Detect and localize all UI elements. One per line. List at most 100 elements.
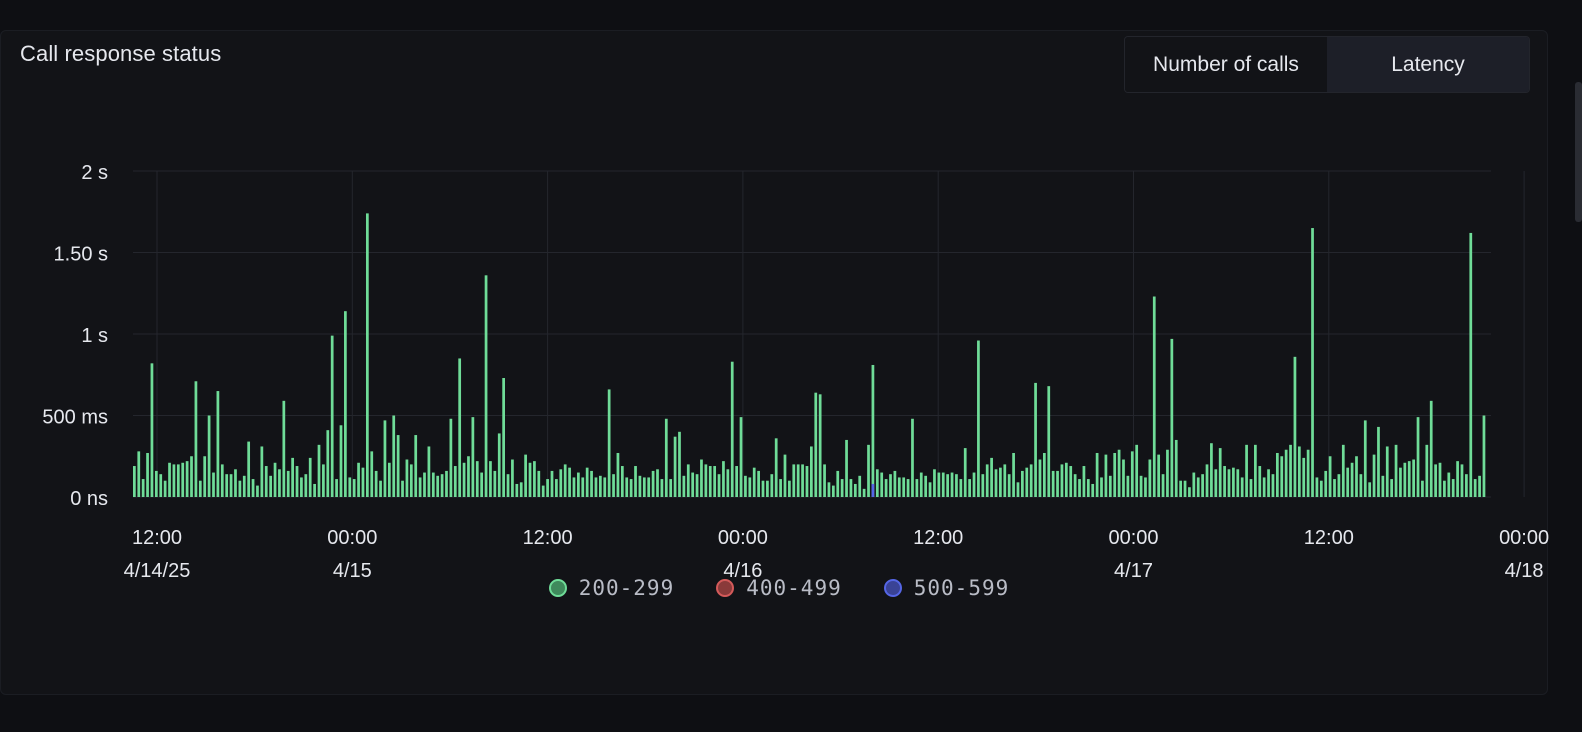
bar-200-299[interactable] — [950, 472, 954, 497]
bar-200-299[interactable] — [190, 456, 193, 497]
bar-200-299[interactable] — [752, 467, 756, 497]
bar-200-299[interactable] — [581, 477, 585, 497]
legend-item-500[interactable]: 500-599 — [883, 576, 1010, 600]
bar-200-299[interactable] — [1100, 477, 1103, 497]
bar-200-299[interactable] — [985, 464, 989, 497]
bar-200-299[interactable] — [1293, 356, 1297, 497]
bar-200-299[interactable] — [717, 474, 721, 497]
bar-200-299[interactable] — [766, 480, 769, 497]
bar-200-299[interactable] — [1311, 228, 1314, 498]
bar-200-299[interactable] — [1333, 479, 1336, 497]
bar-200-299[interactable] — [572, 477, 576, 497]
bar-200-299[interactable] — [1192, 472, 1196, 497]
bar-200-299[interactable] — [453, 466, 457, 497]
bar-200-299[interactable] — [673, 436, 677, 497]
bar-200-299[interactable] — [541, 485, 545, 497]
bar-200-299[interactable] — [168, 462, 171, 497]
bar-200-299[interactable] — [251, 479, 255, 497]
bar-200-299[interactable] — [959, 479, 963, 497]
bar-200-299[interactable] — [137, 451, 141, 497]
bar-200-299[interactable] — [427, 446, 431, 497]
bar-200-299[interactable] — [1034, 382, 1037, 497]
bar-200-299[interactable] — [1183, 480, 1187, 497]
bar-200-299[interactable] — [963, 448, 967, 497]
bar-200-299[interactable] — [990, 457, 993, 497]
bar-200-299[interactable] — [946, 474, 950, 497]
bar-200-299[interactable] — [1469, 232, 1473, 497]
bar-200-299[interactable] — [757, 470, 760, 497]
bar-200-299[interactable] — [598, 475, 602, 497]
bar-200-299[interactable] — [1170, 338, 1174, 497]
bar-200-299[interactable] — [836, 470, 840, 497]
bar-200-299[interactable] — [1210, 443, 1213, 497]
bar-200-299[interactable] — [1126, 475, 1130, 497]
bar-200-299[interactable] — [344, 311, 347, 497]
bar-200-299[interactable] — [357, 462, 360, 497]
bar-200-299[interactable] — [1451, 479, 1455, 497]
bar-200-299[interactable] — [550, 470, 554, 497]
bar-200-299[interactable] — [370, 451, 374, 497]
bar-200-299[interactable] — [1025, 467, 1029, 497]
bar-200-299[interactable] — [1051, 470, 1055, 497]
bar-200-299[interactable] — [1447, 472, 1451, 497]
bar-200-299[interactable] — [994, 469, 998, 497]
bar-200-299[interactable] — [409, 464, 413, 497]
bar-200-299[interactable] — [471, 417, 475, 497]
bar-200-299[interactable] — [379, 480, 382, 497]
bar-200-299[interactable] — [739, 417, 743, 497]
bar-200-299[interactable] — [154, 470, 158, 497]
bar-200-299[interactable] — [493, 470, 497, 497]
bar-200-299[interactable] — [374, 470, 378, 497]
bar-200-299[interactable] — [242, 475, 246, 497]
bar-200-299[interactable] — [1144, 477, 1147, 497]
bar-200-299[interactable] — [911, 418, 914, 497]
bar-200-299[interactable] — [533, 461, 536, 497]
bar-200-299[interactable] — [506, 474, 510, 497]
bar-200-299[interactable] — [1223, 466, 1226, 497]
bar-200-299[interactable] — [889, 474, 892, 497]
bar-200-299[interactable] — [1302, 457, 1306, 497]
bar-200-299[interactable] — [282, 400, 286, 497]
bar-200-299[interactable] — [867, 444, 870, 497]
bar-200-299[interactable] — [968, 479, 971, 497]
bar-200-299[interactable] — [392, 415, 396, 498]
bar-200-299[interactable] — [291, 457, 294, 497]
bar-200-299[interactable] — [814, 392, 818, 497]
bar-200-299[interactable] — [1152, 296, 1156, 497]
bar-200-299[interactable] — [831, 485, 835, 497]
bar-200-299[interactable] — [858, 475, 862, 497]
bar-200-299[interactable] — [365, 213, 369, 497]
bar-200-299[interactable] — [656, 469, 659, 497]
bar-500-599[interactable] — [871, 483, 875, 497]
bar-200-299[interactable] — [664, 418, 668, 497]
bar-200-299[interactable] — [783, 454, 787, 497]
bar-200-299[interactable] — [326, 430, 330, 497]
bar-200-299[interactable] — [159, 474, 163, 497]
bar-200-299[interactable] — [489, 461, 492, 497]
bar-200-299[interactable] — [1368, 482, 1372, 497]
bar-200-299[interactable] — [436, 475, 440, 497]
bar-200-299[interactable] — [1377, 426, 1380, 497]
bar-200-299[interactable] — [1012, 452, 1015, 497]
bar-200-299[interactable] — [1416, 417, 1420, 497]
bar-200-299[interactable] — [660, 479, 664, 497]
bar-200-299[interactable] — [594, 477, 598, 497]
bar-200-299[interactable] — [1381, 475, 1385, 497]
bar-200-299[interactable] — [805, 466, 809, 497]
bar-200-299[interactable] — [1385, 446, 1389, 497]
bar-200-299[interactable] — [295, 466, 299, 497]
bar-200-299[interactable] — [387, 462, 391, 497]
bar-200-299[interactable] — [880, 472, 884, 497]
bar-200-299[interactable] — [1478, 475, 1481, 497]
bar-200-299[interactable] — [638, 475, 642, 497]
bar-200-299[interactable] — [1315, 477, 1319, 497]
bar-200-299[interactable] — [1355, 456, 1358, 497]
bar-200-299[interactable] — [1161, 474, 1165, 497]
bar-200-299[interactable] — [810, 446, 813, 497]
bar-200-299[interactable] — [625, 477, 629, 497]
bar-200-299[interactable] — [1346, 467, 1350, 497]
bar-200-299[interactable] — [146, 452, 149, 497]
bar-200-299[interactable] — [770, 474, 774, 497]
bar-200-299[interactable] — [1429, 400, 1433, 497]
bar-200-299[interactable] — [440, 474, 444, 497]
